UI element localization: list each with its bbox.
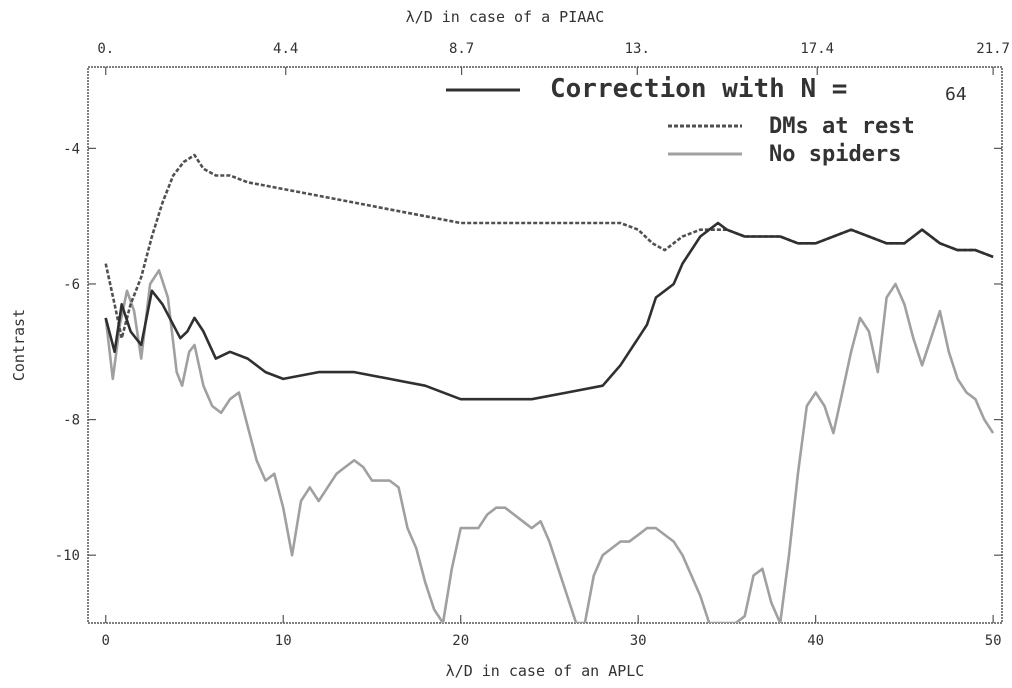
top-x-axis-title: λ/D in case of a PIAAC bbox=[406, 8, 605, 26]
y-tick-label: -4 bbox=[63, 141, 80, 157]
top-x-tick-label: 13. bbox=[625, 41, 650, 57]
legend: Correction with N = 64 DMs at rest No sp… bbox=[446, 74, 967, 167]
series-line-correction bbox=[106, 223, 993, 399]
x-tick-label: 10 bbox=[275, 633, 292, 649]
y-tick-label: -6 bbox=[63, 277, 80, 293]
x-tick-label: 40 bbox=[807, 633, 824, 649]
top-x-tick-label: 0. bbox=[97, 41, 114, 57]
top-x-tick-label: 8.7 bbox=[449, 41, 474, 57]
x-tick-label: 50 bbox=[985, 633, 1002, 649]
legend-label-no-spiders: No spiders bbox=[769, 142, 901, 167]
y-tick-label: -10 bbox=[55, 548, 80, 564]
legend-label-dms-at-rest: DMs at rest bbox=[769, 114, 915, 139]
legend-label-correction: Correction with N = bbox=[550, 74, 847, 104]
series-layer bbox=[106, 155, 993, 623]
top-x-tick-label: 4.4 bbox=[273, 41, 298, 57]
legend-n-value: 64 bbox=[945, 84, 967, 105]
series-line-no-spiders bbox=[106, 270, 993, 623]
x-tick-label: 30 bbox=[630, 633, 647, 649]
x-tick-label: 0 bbox=[102, 633, 110, 649]
x-tick-label: 20 bbox=[452, 633, 469, 649]
series-line-dms-at-rest bbox=[106, 155, 993, 338]
x-axis-title: λ/D in case of an APLC bbox=[446, 662, 645, 680]
top-x-tick-label: 21.7 bbox=[976, 41, 1010, 57]
top-x-tick-label: 17.4 bbox=[800, 41, 834, 57]
y-axis-title: Contrast bbox=[10, 309, 28, 381]
y-tick-label: -8 bbox=[63, 413, 80, 429]
